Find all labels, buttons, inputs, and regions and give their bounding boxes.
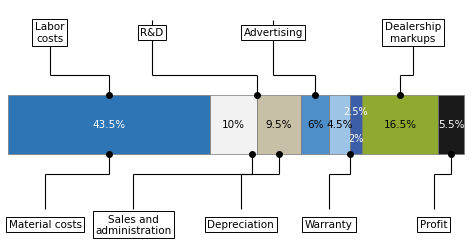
Text: Labor
costs: Labor costs bbox=[35, 22, 64, 44]
Bar bbox=[438, 95, 464, 155]
Bar bbox=[329, 95, 350, 155]
Text: 43.5%: 43.5% bbox=[92, 120, 126, 130]
Text: R&D: R&D bbox=[140, 28, 164, 38]
Bar bbox=[350, 95, 362, 155]
Text: 5.5%: 5.5% bbox=[438, 120, 465, 130]
Text: Profit: Profit bbox=[420, 220, 447, 230]
Text: Advertising: Advertising bbox=[244, 28, 303, 38]
Text: Depreciation: Depreciation bbox=[207, 220, 274, 230]
Text: Material costs: Material costs bbox=[9, 220, 82, 230]
Bar bbox=[301, 95, 329, 155]
Text: 10%: 10% bbox=[222, 120, 245, 130]
Text: 16.5%: 16.5% bbox=[383, 120, 417, 130]
Text: Sales and
administration: Sales and administration bbox=[95, 214, 172, 235]
Bar bbox=[257, 95, 301, 155]
Text: 6%: 6% bbox=[307, 120, 323, 130]
Text: Dealership
markups: Dealership markups bbox=[385, 22, 441, 44]
Text: 2%: 2% bbox=[348, 133, 364, 143]
Text: 9.5%: 9.5% bbox=[266, 120, 292, 130]
Bar bbox=[8, 95, 210, 155]
Text: 2.5%: 2.5% bbox=[344, 107, 368, 117]
Text: Warranty: Warranty bbox=[305, 220, 353, 230]
Bar bbox=[362, 95, 438, 155]
Bar bbox=[210, 95, 257, 155]
Text: 4.5%: 4.5% bbox=[326, 120, 353, 130]
